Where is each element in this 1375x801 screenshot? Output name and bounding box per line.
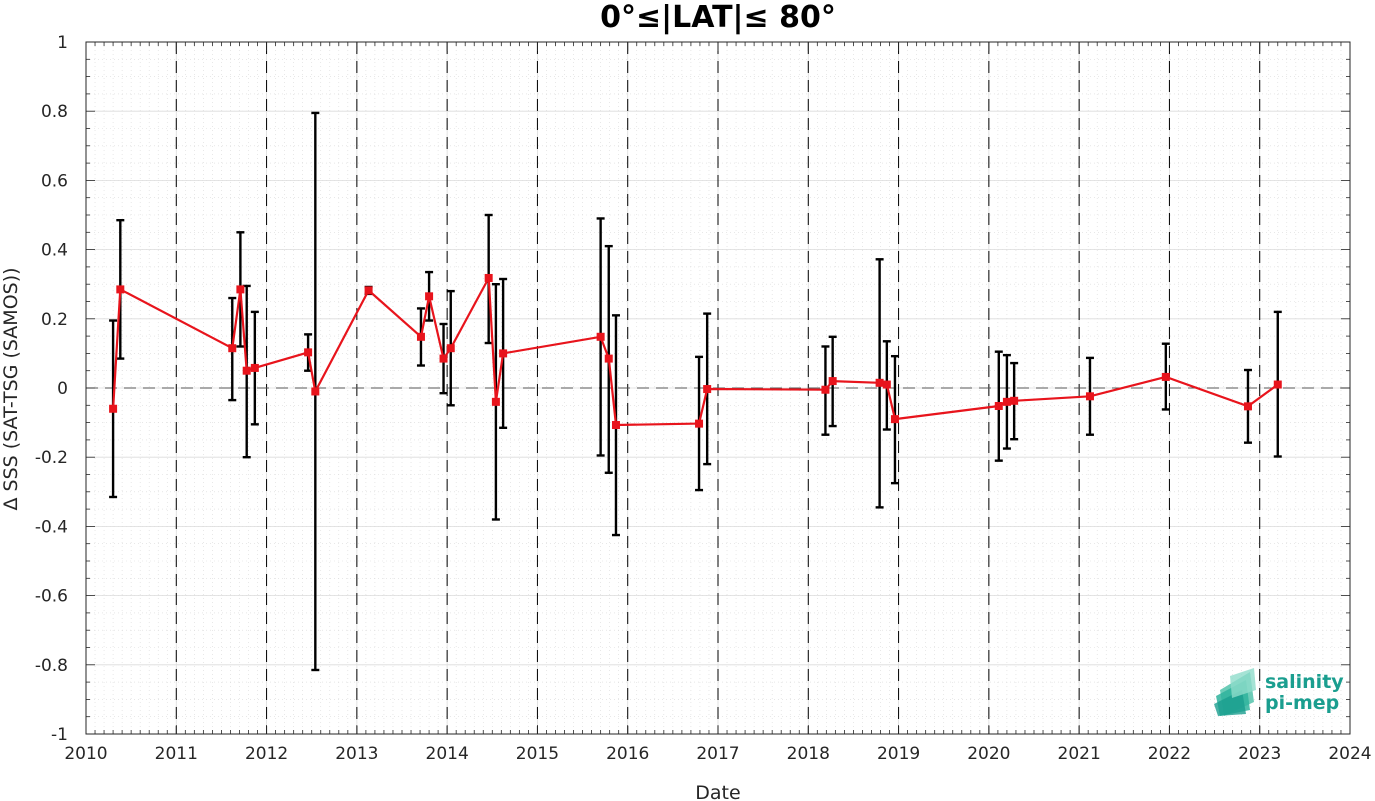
series-markers: [109, 273, 1282, 430]
x-axis-label: Date: [695, 782, 740, 801]
y-tick-label: -0.8: [35, 656, 68, 676]
x-tick-label: 2020: [967, 744, 1010, 764]
x-tick-label: 2013: [335, 744, 378, 764]
data-point: [446, 344, 455, 353]
y-axis-label: Δ SSS (SAT-TSG (SAMOS)): [0, 267, 22, 510]
data-point: [828, 377, 837, 386]
data-point: [228, 344, 237, 353]
axis-ticks: [85, 41, 1351, 735]
y-tick-labels: 1 0.8 0.6 0.4 0.2 0 -0.2 -0.4 -0.6 -0.8 -1: [35, 33, 68, 745]
data-point: [1273, 380, 1282, 389]
wave-logo-icon: [1214, 668, 1256, 716]
data-point: [499, 349, 508, 358]
data-point: [703, 385, 712, 394]
data-point: [304, 348, 313, 357]
y-tick-label: 0.4: [41, 241, 68, 261]
x-tick-label: 2012: [245, 744, 288, 764]
y-tick-label: -1: [51, 725, 68, 745]
data-point: [236, 285, 245, 294]
data-point: [1010, 396, 1019, 405]
y-tick-label: 0: [57, 379, 68, 399]
data-point: [1002, 397, 1011, 406]
x-tick-label: 2021: [1058, 744, 1101, 764]
x-tick-label: 2023: [1238, 744, 1281, 764]
x-tick-label: 2017: [696, 744, 739, 764]
x-tick-label: 2010: [64, 744, 107, 764]
data-point: [821, 385, 830, 394]
data-point: [882, 380, 891, 389]
y-tick-label: -0.6: [35, 587, 68, 607]
x-tick-label: 2011: [155, 744, 198, 764]
x-tick-labels: 2010 2011 2012 2013 2014 2015 2016 2017 2018 2019…: [64, 744, 1371, 764]
data-point: [109, 404, 118, 413]
y-tick-label: -0.2: [35, 448, 68, 468]
data-point: [1161, 372, 1170, 381]
x-tick-label: 2015: [516, 744, 559, 764]
chart-title: 0°≤|LAT|≤ 80°: [600, 0, 836, 35]
data-point: [439, 354, 448, 363]
y-tick-label: 0.8: [41, 102, 68, 122]
data-point: [604, 354, 613, 363]
data-point: [250, 363, 259, 372]
data-point: [1085, 392, 1094, 401]
logo-line2: pi-mep: [1265, 692, 1339, 714]
y-tick-label: 1: [57, 33, 68, 53]
data-point: [425, 292, 434, 301]
data-point: [484, 273, 493, 282]
data-point: [611, 421, 620, 430]
data-point: [311, 387, 320, 396]
logo-line1: salinity: [1265, 671, 1344, 693]
data-point: [875, 378, 884, 387]
x-tick-label: 2019: [877, 744, 920, 764]
y-tick-label: 0.6: [41, 171, 68, 191]
data-point: [116, 285, 125, 294]
data-point: [364, 286, 373, 295]
x-tick-label: 2024: [1328, 744, 1371, 764]
x-tick-label: 2014: [426, 744, 469, 764]
data-point: [242, 366, 251, 375]
data-point: [695, 419, 704, 428]
data-point: [596, 332, 605, 341]
data-point: [491, 397, 500, 406]
data-point: [994, 401, 1003, 410]
y-tick-label: 0.2: [41, 310, 68, 330]
x-tick-label: 2016: [606, 744, 649, 764]
data-point: [1243, 402, 1252, 411]
x-tick-label: 2022: [1148, 744, 1191, 764]
x-tick-label: 2018: [787, 744, 830, 764]
salinity-pi-mep-logo: salinity pi-mep: [1214, 668, 1344, 716]
y-tick-label: -0.4: [35, 517, 68, 537]
data-point: [890, 415, 899, 424]
data-point: [416, 332, 425, 341]
